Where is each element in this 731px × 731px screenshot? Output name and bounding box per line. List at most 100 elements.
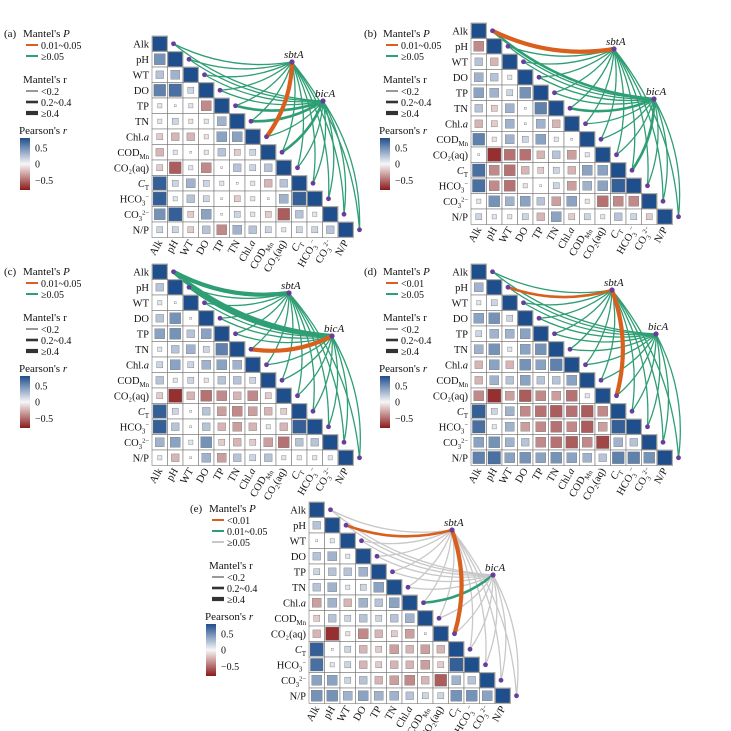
pearson-title-r: r [63,125,68,137]
heatmap-cell [312,552,321,561]
mantel-edge [538,289,613,319]
variable-node [326,424,331,430]
mantel-edges [171,269,361,459]
heatmap-cell [433,626,448,641]
heatmap-cell [564,357,579,372]
heatmap-cell [600,214,606,220]
mantel-edge [569,48,615,109]
target-label: sbtA [444,517,464,529]
heatmap-cell [420,660,430,670]
colorbar-tick-label: 0.5 [395,381,408,392]
mantel-edge [291,61,305,169]
row-label-sup: − [145,194,149,201]
row-label: CT [138,407,150,420]
row-label: CO32− [124,437,149,451]
col-label: DO [195,238,212,257]
row-label: pH [455,42,468,53]
row-label: Chl.a [283,598,306,609]
heatmap-cell [524,122,527,126]
heatmap-cell [550,452,562,464]
target-node [651,96,657,102]
heatmap-cell [323,207,338,222]
heatmap-cell [464,657,479,672]
heatmap-cell [505,196,515,206]
variable-node [567,105,573,111]
mantel-edge [600,333,657,381]
heatmap-cell [154,53,166,65]
heatmap-cell [611,178,626,193]
row-label-main: DO [134,314,150,325]
heatmap-cell [491,424,497,430]
heatmap-cell [467,676,476,685]
mantel-edge [203,61,293,78]
heatmap-cell [519,452,531,464]
mantel-edge [538,76,655,102]
row-label-main: pH [293,521,306,532]
row-label-sub: 3 [296,682,300,689]
mantel-edge [613,48,664,202]
col-label-sub: Mn [584,228,595,240]
mantel-edge [613,48,680,218]
mantel-edge [553,289,613,335]
variable-node [233,331,238,337]
heatmap-cell [312,598,322,608]
correlation-heatmap [308,501,511,704]
colorbar-tick-label: −0.5 [35,414,53,425]
heatmap-cell [168,52,183,67]
heatmap-cell [264,179,273,188]
heatmap-cell [220,212,223,216]
mantel-p-key-label: 0.01~0.05 [227,527,267,538]
heatmap-cell [502,295,517,310]
mantel-edge [569,333,657,352]
row-label-main: CO [124,210,139,221]
heatmap-cell [261,145,276,160]
col-label-sub: T [617,469,626,477]
col-label-main: N/P [653,466,671,486]
heatmap-cell [518,311,533,326]
row-label: CO₂(aq) [114,163,150,174]
heatmap-cell [200,436,212,448]
variable-node [676,214,681,220]
mantel-edge [219,61,293,91]
heatmap-cell [505,134,515,144]
heatmap-cell [420,644,430,654]
heatmap-cell [489,165,500,176]
heatmap-cell [279,179,288,188]
pearson-colorbar [20,138,30,190]
variable-node [645,424,650,430]
variable-node [357,455,362,461]
variable-node [521,300,526,306]
heatmap-cell [473,437,484,448]
mantel-edge [611,289,680,459]
col-label-ital: a [403,705,415,715]
heatmap-cell [186,132,195,141]
variable-node [552,331,557,337]
heatmap-cell [292,419,307,434]
row-label-ital: C [457,166,465,177]
heatmap-cell [611,419,626,434]
heatmap-cell [374,598,383,607]
heatmap-cell [566,421,577,432]
mantel-edge [553,333,657,343]
heatmap-cell [189,316,192,320]
col-label: TP [212,466,228,482]
col-label: CT [609,225,626,242]
heatmap-cell [402,595,417,610]
mantel-edge [327,335,339,428]
heatmap-cell [657,209,672,224]
heatmap-cell [473,87,484,98]
heatmap-cell [328,567,337,576]
heatmap-cell [327,598,337,608]
col-label-sub: 3 [312,244,320,251]
heatmap-cell [597,195,609,207]
col-label: TP [531,466,547,482]
heatmap-cell [537,166,545,174]
heatmap-cell [170,359,181,370]
col-label-main: Alk [467,466,485,486]
heatmap-cell [598,453,607,462]
mantel-r-key-label: 0.2~0.4 [41,336,71,347]
target-node [289,59,295,65]
heatmap-cell [201,328,212,339]
heatmap-cell [249,376,257,384]
mantel-edge [653,98,668,202]
